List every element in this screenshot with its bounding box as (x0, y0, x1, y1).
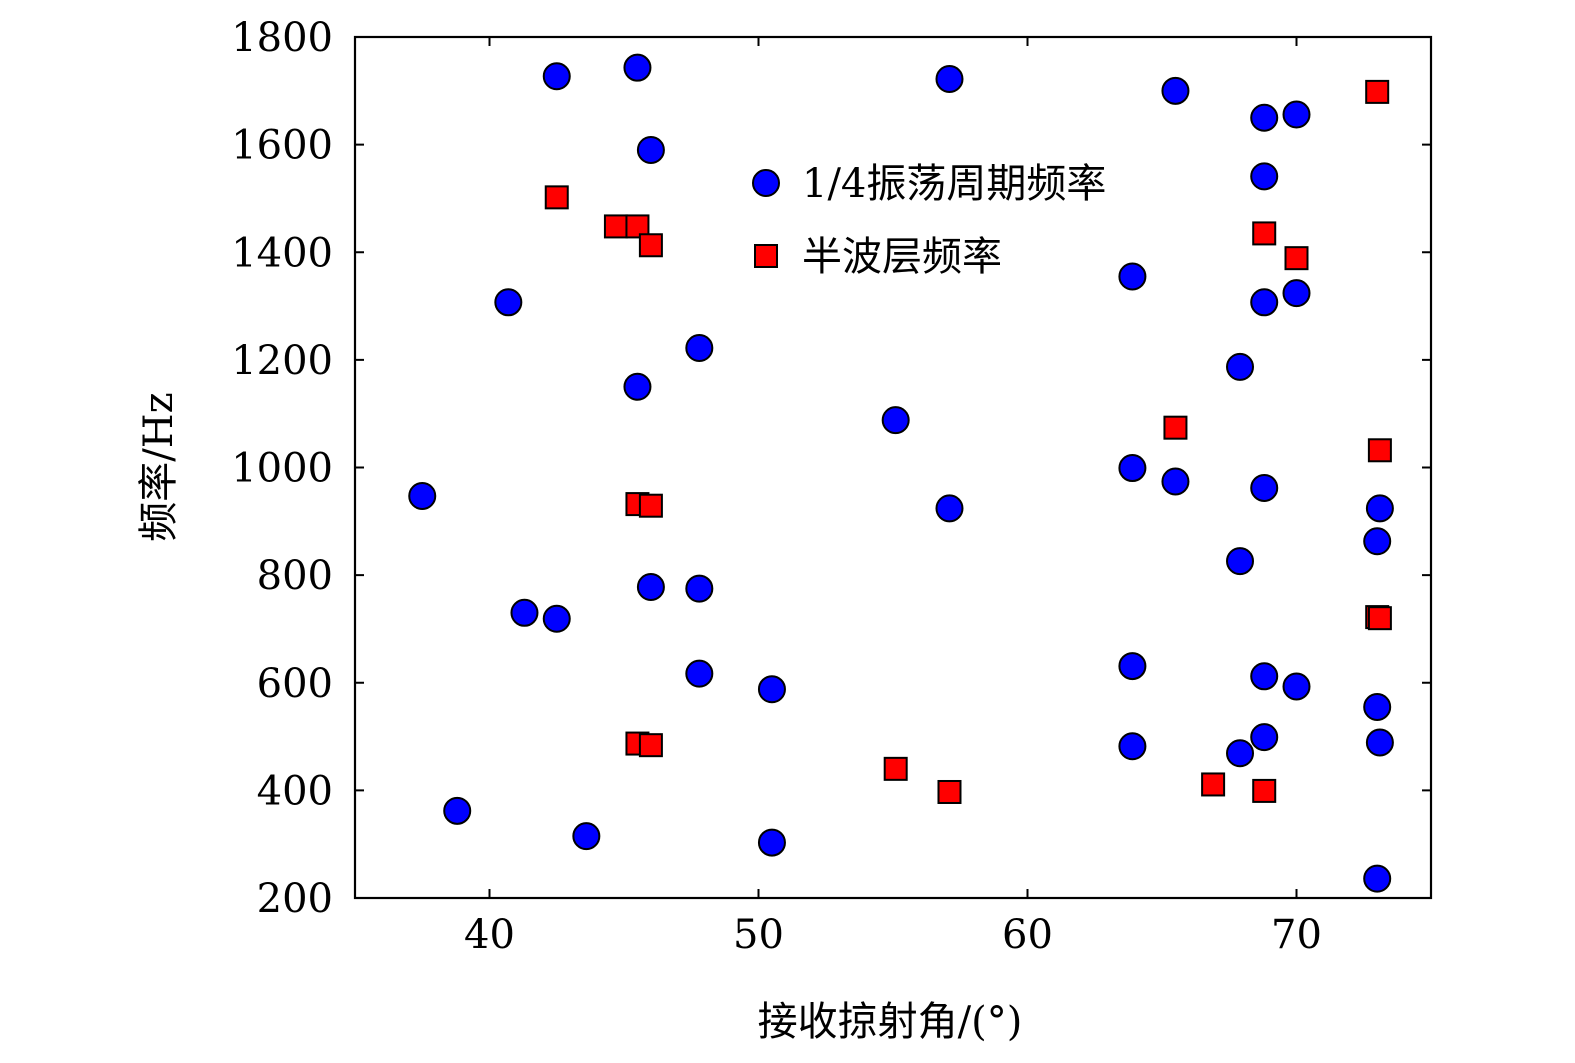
data-point-circle (408, 482, 437, 511)
data-point-square (1201, 772, 1226, 797)
data-point-square (1367, 438, 1392, 463)
legend-marker-circle (752, 169, 780, 197)
data-point-circle (881, 406, 910, 435)
data-point-circle (1282, 672, 1311, 701)
data-point-square (1163, 415, 1188, 440)
data-point-circle (757, 675, 786, 704)
data-point-circle (1250, 473, 1279, 502)
data-point-circle (1118, 454, 1147, 483)
data-point-circle (1250, 103, 1279, 132)
data-point-circle (1118, 652, 1147, 681)
data-point-circle (1363, 527, 1392, 556)
data-point-circle (1282, 100, 1311, 129)
data-point-circle (1118, 262, 1147, 291)
data-point-circle (685, 574, 714, 603)
data-point-circle (623, 53, 652, 82)
data-point-circle (1226, 352, 1255, 381)
series-2 (544, 79, 1392, 804)
axes: 40 50 60 70 200 400 600 800 1000 1200 1400 1600 1800 (231, 15, 1433, 958)
y-tick-label: 1000 (231, 446, 333, 492)
data-point-circle (494, 288, 523, 317)
data-point-square (625, 214, 650, 239)
data-point-circle (1250, 662, 1279, 691)
data-point-square (1365, 79, 1390, 104)
legend-label: 1/4振荡周期频率 (802, 161, 1106, 207)
data-point-square (937, 779, 962, 804)
data-point-square (1367, 606, 1392, 631)
y-tick-label: 400 (257, 768, 333, 814)
y-axis-title: 频率/Hz (136, 392, 182, 541)
data-point-circle (1250, 288, 1279, 317)
data-point-circle (685, 334, 714, 363)
y-tick-label: 1400 (231, 230, 333, 276)
data-point-circle (1282, 279, 1311, 308)
data-point-circle (1226, 547, 1255, 576)
data-point-square (1284, 246, 1309, 271)
data-point-circle (1161, 76, 1190, 105)
data-point-circle (1363, 864, 1392, 893)
y-tick-label: 1800 (231, 15, 333, 61)
legend-marker-square (754, 244, 778, 268)
data-point-square (638, 733, 663, 758)
data-marks (408, 53, 1394, 893)
data-point-circle (1365, 494, 1394, 523)
data-point-circle (1161, 467, 1190, 496)
series-1 (408, 53, 1394, 893)
y-tick-label: 1600 (231, 123, 333, 169)
x-tick-label: 40 (464, 912, 515, 958)
data-point-circle (636, 136, 665, 165)
legend-label: 半波层频率 (802, 234, 1002, 280)
data-point-square (1252, 778, 1277, 803)
data-point-circle (1226, 739, 1255, 768)
data-point-square (544, 185, 569, 210)
data-point-circle (1118, 732, 1147, 761)
data-point-circle (542, 62, 571, 91)
y-tick-label: 200 (257, 876, 333, 922)
data-point-circle (935, 64, 964, 93)
data-point-circle (1363, 692, 1392, 721)
y-tick-label: 1200 (231, 338, 333, 384)
data-point-circle (636, 572, 665, 601)
y-tick-label: 600 (257, 661, 333, 707)
data-point-circle (542, 604, 571, 633)
data-point-square (638, 233, 663, 258)
x-axis-title: 接收掠射角/(°) (758, 999, 1023, 1045)
data-point-circle (757, 828, 786, 857)
data-point-circle (1250, 723, 1279, 752)
data-point-circle (935, 494, 964, 523)
y-tick-label: 800 (257, 553, 333, 599)
data-point-circle (623, 372, 652, 401)
data-point-square (1252, 221, 1277, 246)
x-tick-label: 70 (1271, 912, 1322, 958)
data-point-circle (1365, 728, 1394, 757)
data-point-circle (572, 822, 601, 851)
data-point-circle (685, 659, 714, 688)
data-point-circle (1250, 162, 1279, 191)
x-tick-label: 60 (1002, 912, 1053, 958)
data-point-square (883, 756, 908, 781)
data-point-square (603, 214, 628, 239)
data-point-circle (443, 796, 472, 825)
data-point-circle (510, 598, 539, 627)
data-point-square (638, 493, 663, 518)
x-tick-label: 50 (733, 912, 784, 958)
